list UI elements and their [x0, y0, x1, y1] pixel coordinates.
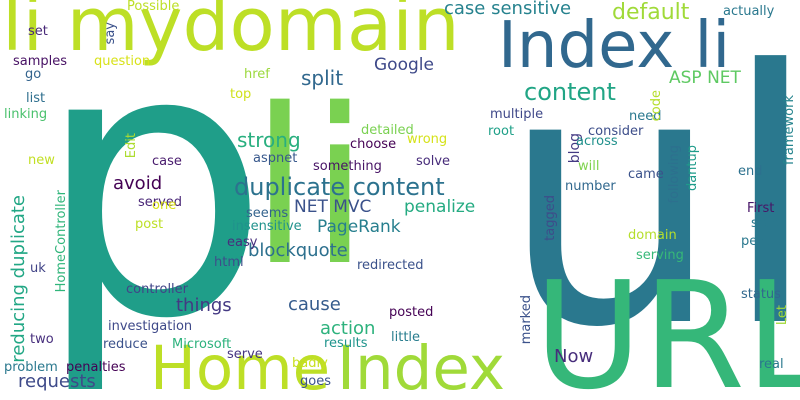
word-ul: ul	[500, 0, 800, 400]
word-requests: requests	[18, 371, 96, 392]
word-solve: solve	[416, 154, 451, 169]
word-dantup: dantup	[685, 145, 700, 192]
word-go: go	[25, 67, 42, 82]
word-across: across	[576, 134, 618, 149]
word-case-sensitive: case sensitive	[444, 0, 572, 19]
word-first: First	[747, 201, 775, 216]
word-asp-net: ASP NET	[669, 68, 741, 88]
word-root: root	[488, 124, 515, 139]
word-homecontroller: HomeController	[54, 190, 69, 293]
word-serving: serving	[636, 248, 684, 263]
word-pagerank: PageRank	[317, 217, 401, 237]
word-index-li: Index li	[498, 9, 731, 83]
word-number: number	[565, 179, 616, 194]
word-list: list	[26, 91, 46, 106]
word-let: Let	[775, 305, 790, 326]
word-top: top	[230, 87, 252, 102]
word-following: following	[667, 145, 682, 204]
word-href: href	[244, 67, 270, 82]
word-avoid: avoid	[113, 173, 163, 194]
word-content: content	[524, 78, 616, 106]
word-set: set	[28, 24, 48, 39]
word-end: end	[738, 164, 763, 179]
word-things: things	[176, 295, 232, 316]
word-cause: cause	[288, 294, 341, 315]
word-uk: uk	[30, 261, 46, 276]
word-new: new	[28, 153, 55, 168]
word-post: post	[135, 217, 164, 232]
word-goes: goes	[300, 374, 331, 389]
word-will: will	[578, 159, 600, 174]
word-case: case	[152, 154, 182, 169]
word-seems: seems	[246, 206, 289, 221]
word-problem: problem	[4, 360, 58, 375]
word-one: one	[152, 198, 177, 213]
word-say: say	[103, 22, 118, 45]
word-samples: samples	[13, 54, 68, 69]
word-people: people	[741, 234, 786, 249]
word-insensitive: insensitive	[232, 219, 302, 234]
word-now: Now	[554, 346, 594, 367]
word-controller: controller	[126, 282, 189, 297]
word-possible: Possible	[127, 0, 180, 14]
word-microsoft: Microsoft	[172, 337, 232, 352]
word-li: li	[250, 62, 370, 313]
word-real: real	[759, 357, 784, 372]
word-index: Index	[337, 333, 505, 400]
word-question: question	[94, 54, 151, 69]
word-edit: Edit	[124, 133, 139, 159]
word-reducing-duplicate: reducing duplicate	[8, 195, 29, 363]
word-url: URL	[534, 250, 800, 400]
word-served: served	[138, 195, 183, 210]
word-penalize: penalize	[404, 197, 476, 217]
word-serve: serve	[227, 347, 263, 362]
word-easy: easy	[227, 235, 258, 250]
word-consider: consider	[588, 124, 644, 139]
word-strong: strong	[237, 128, 301, 152]
word-detailed: detailed	[361, 123, 414, 138]
word-action: action	[320, 318, 376, 339]
word-tagged: tagged	[543, 195, 558, 241]
word-reduce: reduce	[103, 337, 148, 352]
word-results: results	[324, 336, 368, 351]
word-duplicate-content: duplicate content	[234, 173, 445, 201]
word-p: p	[35, 0, 270, 400]
word-two: two	[30, 332, 54, 347]
word-aspnet: aspnet	[253, 151, 298, 166]
word-html: html	[214, 255, 244, 270]
word-google: Google	[374, 55, 434, 75]
word-badly: badly	[292, 356, 328, 371]
word-need: need	[629, 109, 662, 124]
word-multiple: multiple	[490, 107, 544, 122]
word-little: little	[391, 330, 421, 345]
word-split: split	[301, 66, 344, 90]
word-something: something	[313, 159, 382, 174]
word-default: default	[612, 0, 690, 25]
word-start: start	[751, 216, 782, 231]
word-home: Home	[150, 333, 331, 400]
word-net-mvc: NET MVC	[294, 197, 372, 217]
word-marked: marked	[519, 295, 534, 345]
word-came: came	[628, 167, 664, 182]
word-choose: choose	[350, 137, 397, 152]
word-linking: linking	[4, 107, 48, 122]
word-status: status	[741, 287, 781, 302]
word-actually: actually	[723, 4, 775, 19]
word-posted: posted	[389, 305, 434, 320]
word-wrong: wrong	[407, 132, 448, 147]
word-investigation: investigation	[108, 319, 193, 334]
word-blockquote: blockquote	[248, 240, 348, 261]
word-penalties: penalties	[66, 360, 126, 375]
word-redirected: redirected	[357, 258, 424, 273]
word-li-mydomain: li mydomain	[2, 0, 460, 68]
word-code: code	[649, 90, 664, 122]
word-domain: domain	[628, 228, 677, 243]
word-framework: framework	[782, 95, 797, 166]
